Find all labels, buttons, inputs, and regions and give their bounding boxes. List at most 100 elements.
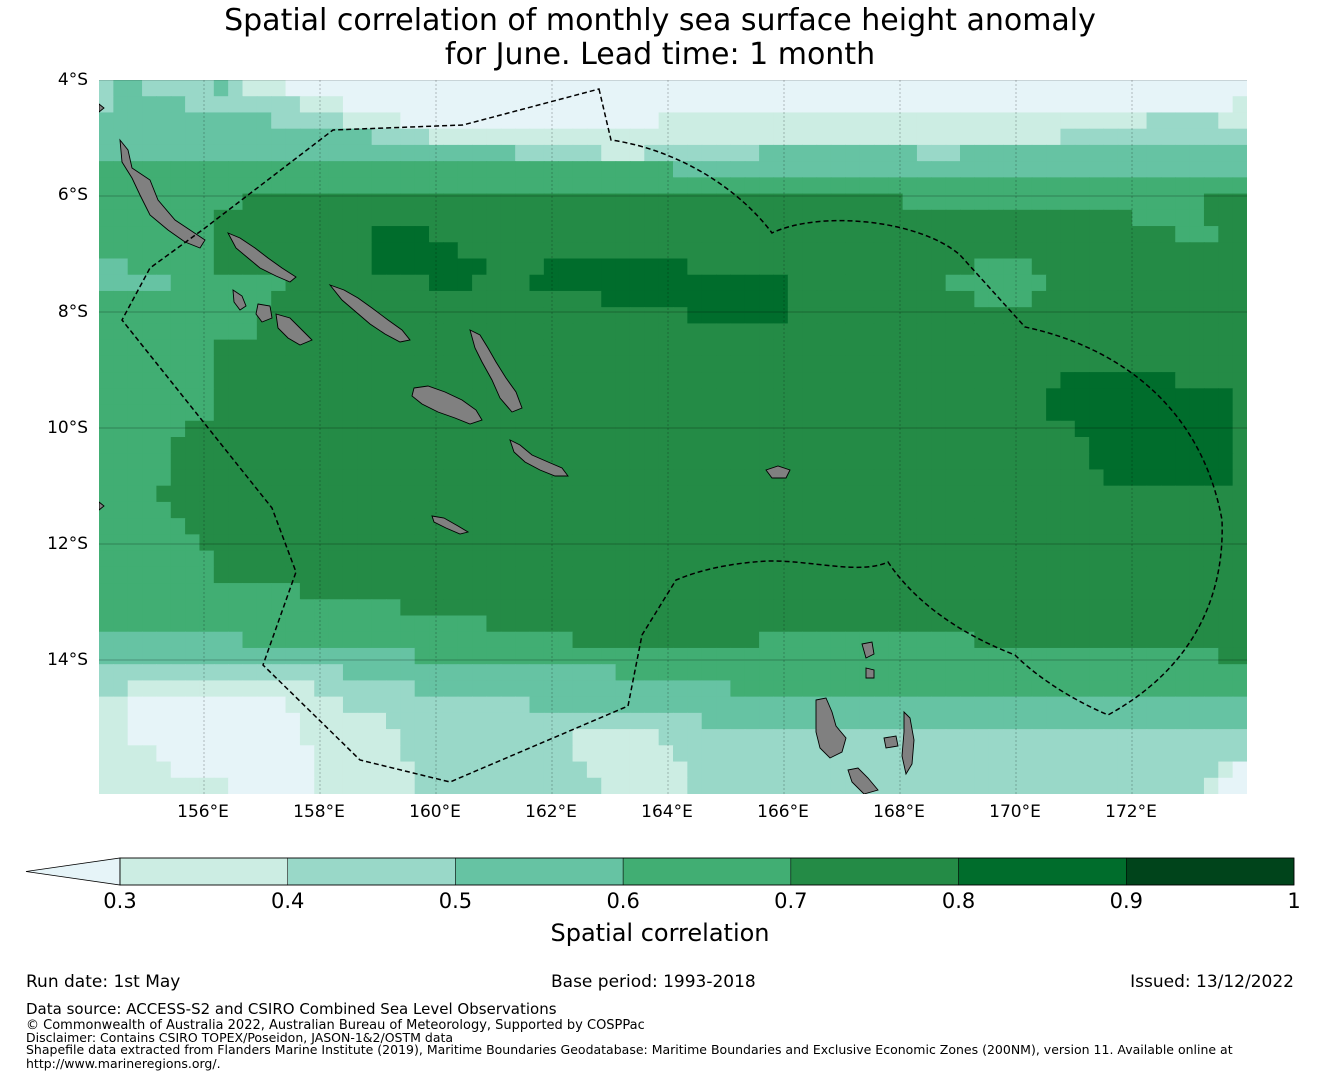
grid-cell (615, 307, 631, 325)
grid-cell (945, 144, 961, 162)
grid-cell (802, 647, 818, 665)
grid-cell (357, 647, 373, 665)
grid-cell (127, 680, 143, 698)
grid-cell (945, 209, 961, 227)
grid-cell (299, 761, 315, 779)
grid-cell (1089, 437, 1105, 454)
grid-cell (1074, 712, 1090, 730)
grid-cell (1203, 323, 1219, 341)
grid-cell (845, 372, 861, 389)
grid-cell (945, 453, 961, 471)
grid-cell (342, 112, 358, 130)
grid-cell (687, 177, 703, 195)
grid-cell (1232, 501, 1247, 519)
grid-cell (572, 761, 588, 779)
grid-cell (1146, 761, 1162, 779)
grid-cell (730, 242, 746, 260)
grid-cell (845, 420, 861, 438)
grid-cell (701, 469, 717, 487)
grid-cell (687, 372, 703, 389)
grid-cell (644, 664, 660, 682)
grid-cell (386, 583, 401, 600)
grid-cell (586, 193, 602, 211)
grid-cell (242, 761, 258, 779)
grid-cell (629, 144, 645, 162)
grid-cell (830, 323, 846, 341)
grid-cell (400, 615, 416, 633)
grid-cell (443, 144, 459, 162)
grid-cell (1117, 631, 1133, 649)
grid-cell (687, 258, 703, 276)
grid-cell (371, 583, 387, 600)
grid-cell (1189, 209, 1205, 227)
grid-cell (687, 193, 703, 211)
grid-cell (658, 534, 674, 552)
grid-cell (1132, 615, 1148, 633)
grid-cell (414, 226, 430, 243)
grid-cell (529, 161, 545, 178)
grid-cell (572, 323, 588, 341)
grid-cell (170, 177, 186, 195)
grid-cell (902, 631, 918, 649)
grid-cell (414, 729, 430, 746)
grid-cell (759, 323, 775, 341)
grid-cell (673, 745, 688, 763)
grid-cell (1017, 696, 1033, 714)
grid-cell (357, 566, 373, 584)
grid-cell (113, 112, 129, 130)
grid-cell (716, 307, 731, 325)
grid-cell (802, 96, 818, 114)
grid-cell (156, 469, 172, 487)
grid-cell (256, 323, 272, 341)
grid-cell (960, 274, 975, 292)
grid-cell (386, 274, 401, 292)
grid-cell (586, 696, 602, 714)
grid-cell (170, 712, 186, 730)
grid-cell (601, 209, 617, 227)
grid-cell (386, 469, 401, 487)
grid-cell (314, 729, 330, 746)
grid-cell (644, 745, 660, 763)
grid-cell (414, 128, 430, 146)
grid-cell (888, 128, 904, 146)
grid-cell (113, 777, 129, 794)
grid-cell (830, 485, 846, 503)
grid-cell (773, 599, 789, 617)
grid-cell (500, 631, 516, 649)
grid-cell (299, 712, 315, 730)
grid-cell (1017, 388, 1033, 406)
grid-cell (170, 290, 186, 308)
grid-cell (787, 274, 803, 292)
grid-cell (1017, 372, 1033, 389)
grid-cell (299, 583, 315, 600)
grid-cell (802, 80, 818, 97)
grid-cell (285, 193, 301, 211)
grid-cell (1132, 355, 1148, 373)
grid-cell (916, 615, 932, 633)
grid-cell (142, 323, 157, 341)
grid-cell (687, 761, 703, 779)
grid-cell (357, 631, 373, 649)
grid-cell (888, 453, 904, 471)
grid-cell (615, 469, 631, 487)
grid-cell (443, 193, 459, 211)
grid-cell (170, 469, 186, 487)
grid-cell (787, 696, 803, 714)
grid-cell (500, 761, 516, 779)
grid-cell (658, 469, 674, 487)
grid-cell (113, 696, 129, 714)
grid-cell (802, 161, 818, 178)
grid-cell (357, 128, 373, 146)
grid-cell (830, 631, 846, 649)
grid-cell (629, 355, 645, 373)
grid-cell (902, 664, 918, 682)
grid-cell (1046, 144, 1062, 162)
grid-cell (787, 534, 803, 552)
grid-cell (802, 680, 818, 698)
grid-cell (1132, 599, 1148, 617)
grid-cell (500, 112, 516, 130)
grid-cell (386, 193, 401, 211)
grid-cell (285, 664, 301, 682)
grid-cell (242, 485, 258, 503)
grid-cell (386, 161, 401, 178)
